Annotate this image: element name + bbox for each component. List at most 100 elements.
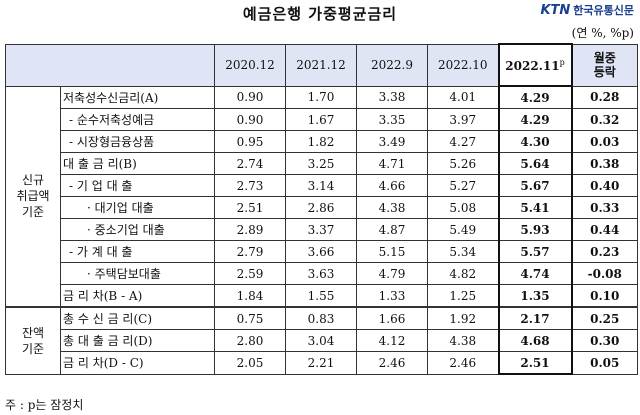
cell-value: 4.29 — [497, 85, 573, 109]
cell-value: 0.95 — [214, 130, 286, 153]
table-row: - 가 계 대 출 2.79 3.66 5.15 5.34 5.57 0.23 — [6, 240, 638, 263]
page-title: 예금은행 가중평균금리 — [242, 5, 398, 23]
cell-value: 2.73 — [214, 174, 286, 197]
cell-value: 2.79 — [214, 240, 286, 263]
cell-value: 0.40 — [571, 174, 638, 197]
cell-value: 5.49 — [427, 218, 499, 241]
cell-value: 0.83 — [285, 306, 357, 330]
row-label: 총 수 신 금 리(C) — [60, 306, 215, 330]
cell-value: 0.30 — [571, 329, 638, 352]
cell-value: 0.44 — [571, 218, 638, 241]
group-label-line: 잔액 — [21, 325, 45, 340]
cell-value: 4.12 — [356, 329, 428, 352]
table-row: 총 대 출 금 리(D) 2.80 3.04 4.12 4.38 4.68 0.30 — [6, 329, 638, 352]
cell-value: 1.92 — [427, 306, 499, 330]
cell-value: 1.66 — [356, 306, 428, 330]
cell-value: 0.28 — [571, 85, 638, 109]
cell-value: 3.97 — [427, 108, 499, 131]
cell-value: 4.87 — [356, 218, 428, 241]
cell-value: 2.17 — [497, 306, 573, 330]
cell-value: 1.82 — [285, 130, 357, 153]
cell-value: 0.05 — [571, 351, 638, 375]
cell-value: 2.51 — [214, 196, 286, 219]
cell-value: 2.74 — [214, 152, 286, 175]
cell-value: 4.38 — [356, 196, 428, 219]
table-row: · 중소기업 대출 2.89 3.37 4.87 5.49 5.93 0.44 — [6, 218, 638, 241]
row-label: - 순수저축성예금 — [60, 108, 215, 131]
row-label: - 가 계 대 출 — [60, 240, 215, 263]
cell-value: 4.82 — [427, 262, 499, 285]
cell-value: 0.90 — [214, 85, 286, 109]
table-row: 잔액 기준 총 수 신 금 리(C) 0.75 0.83 1.66 1.92 2.17 0.25 — [5, 306, 638, 375]
row-label: 대 출 금 리(B) — [60, 152, 215, 175]
cell-value: 4.71 — [356, 152, 428, 175]
group-label-line: 취급액 — [16, 189, 50, 204]
cell-value: 4.68 — [497, 329, 573, 352]
row-label: · 대기업 대출 — [60, 196, 215, 219]
cell-value: 4.30 — [497, 130, 573, 153]
cell-value: 2.89 — [214, 218, 286, 241]
cell-value: 4.79 — [356, 262, 428, 285]
cell-value: 1.55 — [285, 284, 357, 308]
cell-value: 3.38 — [356, 85, 428, 109]
col-header: 2022.9 — [356, 43, 428, 87]
table-row: 신규 취급액 기준 저축성수신금리(A) 0.90 1.70 3.38 4.01 4.29 0.2… — [5, 85, 638, 308]
cell-value: 3.25 — [285, 152, 357, 175]
cell-value: 1.67 — [285, 108, 357, 131]
group-label-line: 기준 — [21, 341, 45, 356]
cell-value: 0.23 — [571, 240, 638, 263]
row-label: - 시장형금융상품 — [60, 130, 215, 153]
cell-value: 3.49 — [356, 130, 428, 153]
cell-value: 4.01 — [427, 85, 499, 109]
logo-ktn: KTN — [540, 2, 571, 18]
cell-value: 5.08 — [427, 196, 499, 219]
cell-value: 5.34 — [427, 240, 499, 263]
cell-value: 3.37 — [285, 218, 357, 241]
group-label: 신규 취급액 기준 — [5, 85, 61, 308]
cell-value: 3.35 — [356, 108, 428, 131]
group-label-line: 기준 — [21, 205, 45, 220]
cell-value: 5.57 — [497, 240, 573, 263]
header-row: 2020.12 2021.12 2022.9 2022.10 2022.11p … — [5, 43, 638, 87]
cell-value: 1.35 — [497, 284, 573, 308]
col-header: 2021.12 — [285, 43, 357, 87]
interest-rate-table: 2020.12 2021.12 2022.9 2022.10 2022.11p … — [5, 43, 638, 375]
table-row: 대 출 금 리(B) 2.74 3.25 4.71 5.26 5.64 0.38 — [6, 152, 638, 175]
cell-value: 1.25 — [427, 284, 499, 308]
row-label: 금 리 차(D - C) — [60, 351, 215, 375]
table-row: 금 리 차(B - A) 1.84 1.55 1.33 1.25 1.35 0.10 — [6, 284, 638, 308]
table-row: - 시장형금융상품 0.95 1.82 3.49 4.27 4.30 0.03 — [6, 130, 638, 153]
row-label: 총 대 출 금 리(D) — [60, 329, 215, 352]
unit-label: (연 %, %p) — [571, 26, 634, 40]
cell-value: 4.27 — [427, 130, 499, 153]
cell-value: 2.59 — [214, 262, 286, 285]
header-blank — [5, 43, 215, 87]
table-row: - 순수저축성예금 0.90 1.67 3.35 3.97 4.29 0.32 — [6, 108, 638, 131]
cell-value: 2.80 — [214, 329, 286, 352]
cell-value: 5.15 — [356, 240, 428, 263]
cell-value: 0.03 — [571, 130, 638, 153]
logo: KTN 한국유통신문 — [540, 2, 634, 18]
cell-value: 3.14 — [285, 174, 357, 197]
col-header-change: 월중 등락 — [571, 43, 638, 87]
row-label: 금 리 차(B - A) — [60, 284, 215, 308]
cell-value: 3.66 — [285, 240, 357, 263]
cell-value: 0.75 — [214, 306, 286, 330]
table-row: - 기 업 대 출 2.73 3.14 4.66 5.27 5.67 0.40 — [6, 174, 638, 197]
logo-name: 한국유통신문 — [573, 4, 634, 17]
footnote: 주 : p는 잠정치 — [5, 398, 84, 412]
cell-value: 4.38 — [427, 329, 499, 352]
row-label: 저축성수신금리(A) — [60, 85, 215, 109]
cell-value: 1.84 — [214, 284, 286, 308]
cell-value: 0.25 — [571, 306, 638, 330]
cell-value: 0.38 — [571, 152, 638, 175]
cell-value: 4.66 — [356, 174, 428, 197]
cell-value: 1.70 — [285, 85, 357, 109]
cell-value: 1.33 — [356, 284, 428, 308]
cell-value: -0.08 — [571, 262, 638, 285]
cell-value: 0.32 — [571, 108, 638, 131]
cell-value: 2.46 — [356, 351, 428, 375]
table-row: · 대기업 대출 2.51 2.86 4.38 5.08 5.41 0.33 — [6, 196, 638, 219]
group-label-line: 신규 — [21, 173, 45, 188]
cell-value: 4.74 — [497, 262, 573, 285]
